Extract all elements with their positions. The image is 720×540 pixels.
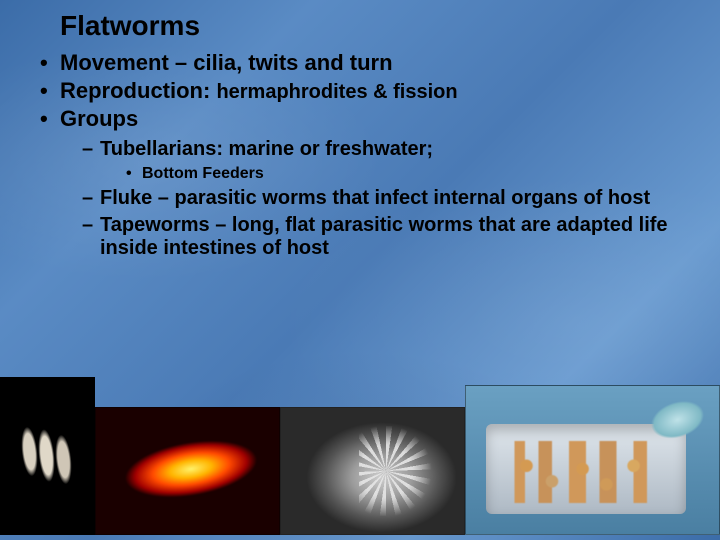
sub-fluke: Fluke – parasitic worms that infect inte…	[82, 187, 690, 210]
subsub-bottom-feeders: Bottom Feeders	[126, 165, 690, 183]
image-tapeworm-sem	[280, 407, 465, 535]
image-row	[0, 375, 720, 535]
bullet-reproduction-label: Reproduction:	[60, 78, 216, 103]
bullet-reproduction: Reproduction: hermaphrodites & fission	[40, 78, 690, 104]
bullet-groups: Groups Tubellarians: marine or freshwate…	[40, 106, 690, 260]
bullet-list-level2: Tubellarians: marine or freshwater; Bott…	[60, 138, 690, 260]
sub-tubellarians-text: Tubellarians: marine or freshwater;	[100, 138, 433, 160]
bullet-list-level3: Bottom Feeders	[100, 165, 690, 183]
image-planaria	[0, 377, 95, 535]
sub-tubellarians: Tubellarians: marine or freshwater; Bott…	[82, 138, 690, 183]
image-fluke	[95, 407, 280, 535]
slide: Flatworms Movement – cilia, twits and tu…	[0, 0, 720, 540]
bullet-list-level1: Movement – cilia, twits and turn Reprodu…	[30, 50, 690, 260]
slide-title: Flatworms	[60, 10, 690, 42]
bullet-movement: Movement – cilia, twits and turn	[40, 50, 690, 76]
sub-tapeworms: Tapeworms – long, flat parasitic worms t…	[82, 214, 690, 260]
image-tray	[465, 385, 720, 535]
glove-icon	[635, 385, 717, 450]
bullet-groups-label: Groups	[60, 106, 138, 131]
bullet-reproduction-detail: hermaphrodites & fission	[216, 81, 457, 103]
